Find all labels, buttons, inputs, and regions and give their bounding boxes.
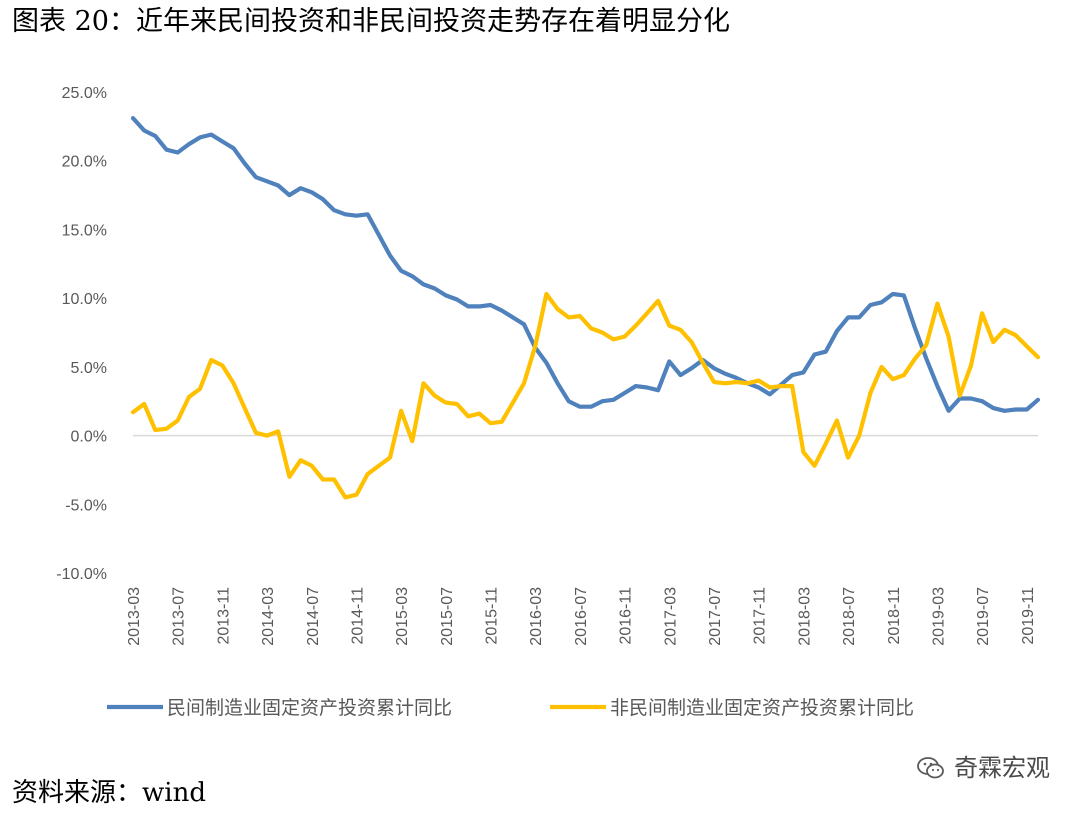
y-axis-ticks: 25.0% 20.0% 15.0% 10.0% 5.0% 0.0% -5.0% -10.0% <box>56 85 107 583</box>
x-tick-label: 2013-11 <box>215 587 232 645</box>
x-tick-label: 2014-07 <box>305 587 322 646</box>
series-lines <box>130 115 1041 500</box>
y-tick-label: -10.0% <box>56 566 107 583</box>
figure-title: 图表 20：近年来民间投资和非民间投资走势存在着明显分化 <box>12 6 730 37</box>
x-tick-label: 2018-11 <box>886 587 903 645</box>
series-line-2 <box>130 291 1041 500</box>
x-axis-ticks: 2013-03 2013-07 2013-11 2014-03 2014-07 2014-… <box>126 587 1037 646</box>
x-tick-label: 2014-11 <box>349 587 366 645</box>
x-tick-label: 2015-03 <box>394 587 411 646</box>
x-tick-label: 2013-07 <box>171 587 188 646</box>
legend-label-1: 民间制造业固定资产投资累计同比 <box>167 697 452 719</box>
y-tick-label: 25.0% <box>62 85 107 102</box>
x-tick-label: 2014-03 <box>260 587 277 646</box>
watermark-text: 奇霖宏观 <box>954 754 1050 782</box>
x-tick-label: 2016-11 <box>618 587 635 645</box>
x-tick-label: 2019-07 <box>975 587 992 646</box>
y-tick-label: 15.0% <box>62 222 107 239</box>
x-tick-label: 2016-03 <box>528 587 545 646</box>
x-tick-label: 2018-07 <box>841 587 858 646</box>
series-line-1 <box>130 115 1041 413</box>
x-tick-label: 2015-07 <box>439 587 456 646</box>
x-tick-label: 2015-11 <box>484 587 501 645</box>
x-tick-label: 2018-03 <box>796 587 813 646</box>
y-tick-label: 0.0% <box>71 429 107 446</box>
x-tick-label: 2017-11 <box>752 587 769 645</box>
wechat-icon <box>917 757 944 779</box>
source-note: 资料来源：wind <box>12 778 206 808</box>
y-tick-label: 20.0% <box>62 154 107 171</box>
watermark: 奇霖宏观 <box>916 750 1050 786</box>
x-tick-label: 2019-11 <box>1020 587 1037 645</box>
legend: 民间制造业固定资产投资累计同比 非民间制造业固定资产投资累计同比 <box>107 697 914 719</box>
x-tick-label: 2017-07 <box>707 587 724 646</box>
x-tick-label: 2019-03 <box>930 587 947 646</box>
x-tick-label: 2013-03 <box>126 587 143 646</box>
x-tick-label: 2016-07 <box>573 587 590 646</box>
y-tick-label: 5.0% <box>71 360 107 377</box>
y-tick-label: 10.0% <box>62 291 107 308</box>
legend-label-2: 非民间制造业固定资产投资累计同比 <box>610 697 914 719</box>
x-tick-label: 2017-03 <box>662 587 679 646</box>
y-tick-label: -5.0% <box>65 497 107 514</box>
